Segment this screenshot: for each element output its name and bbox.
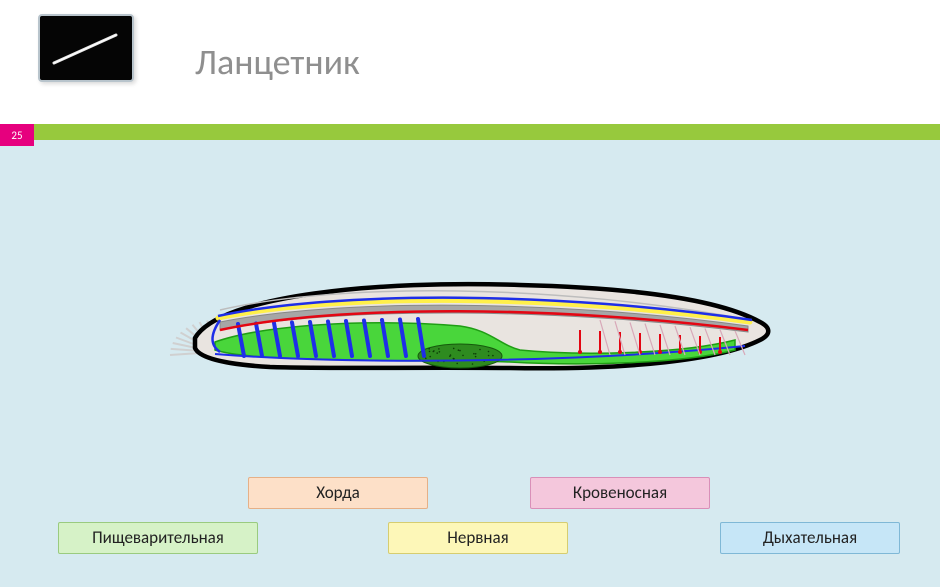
lancelet-diagram: [160, 260, 780, 420]
thumbnail: [38, 14, 134, 82]
slide: Ланцетник 25 Хорда Кровеносная Пищеварител…: [0, 0, 940, 587]
content-area: Хорда Кровеносная Пищеварительная Нервная Ды…: [0, 140, 940, 587]
system-button-digestive[interactable]: Пищеварительная: [58, 522, 258, 554]
page-number-badge: 25: [0, 124, 34, 146]
page-title: Ланцетник: [195, 40, 360, 84]
system-button-respiratory[interactable]: Дыхательная: [720, 522, 900, 554]
header: Ланцетник: [0, 0, 940, 124]
accent-stripe: [34, 124, 940, 140]
system-buttons: Хорда Кровеносная Пищеварительная Нервная Ды…: [0, 477, 940, 567]
system-button-circulatory[interactable]: Кровеносная: [530, 477, 710, 509]
system-button-nervous[interactable]: Нервная: [388, 522, 568, 554]
system-button-notochord[interactable]: Хорда: [248, 477, 428, 509]
